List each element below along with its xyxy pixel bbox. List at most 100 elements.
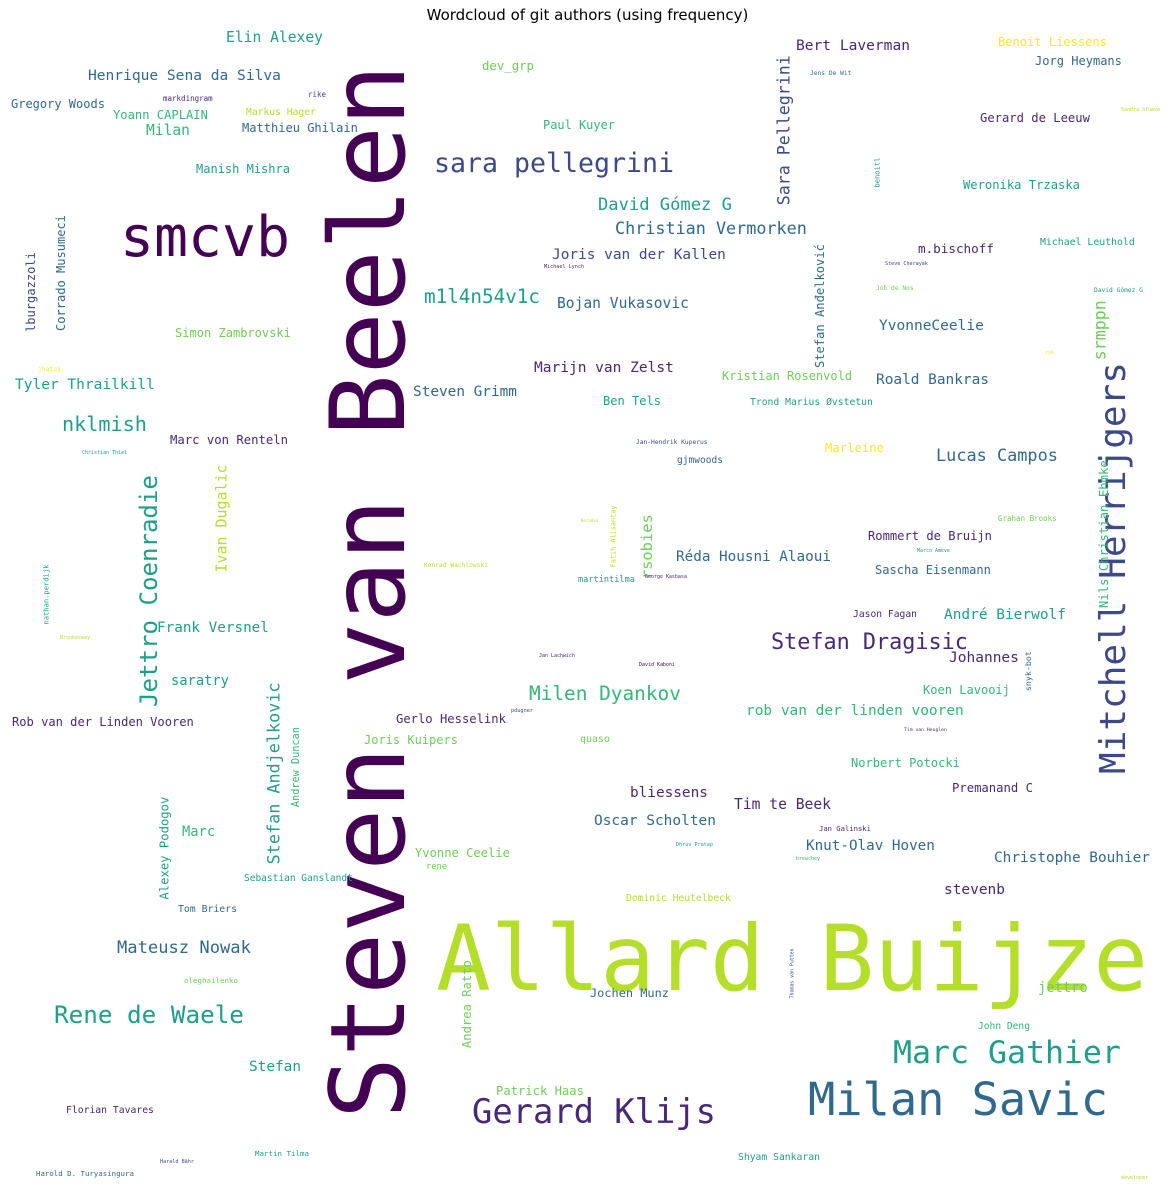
author-harold-d-turyasingura: Harold D. Turyasingura (36, 1168, 134, 1178)
author-sascha-eisenmann: Sascha Eisenmann (875, 563, 991, 578)
author-gerlo-hesselink: Gerlo Hesselink (396, 711, 506, 726)
author-joris-kuipers: Joris Kuipers (364, 732, 458, 747)
author-gjmwoods: gjmwoods (677, 454, 723, 466)
author-christian-thiel: Christian Thiel (82, 449, 128, 456)
author-rob-van-der-linden-vooren: rob van der linden vooren (746, 703, 964, 720)
author-ruk: ruk (1045, 349, 1055, 356)
author-bliessens: bliessens (630, 784, 708, 801)
author-ivan-dugalic: Ivan Dugalic (212, 464, 231, 572)
author-jan-galinski: Jan Galinski (819, 823, 871, 833)
author-weronika-trzaska: Weronika Trzaska (963, 177, 1080, 192)
author-trond-marius-vstetun: Trond Marius Øvstetun (750, 397, 873, 409)
author-jason-fagan: Jason Fagan (853, 609, 917, 621)
author-oleghailenko: oleghailenko (184, 975, 238, 985)
author-steve-cherayak: Steve Cherayak (885, 260, 928, 267)
author-premanand-c: Premanand C (952, 780, 1033, 795)
author-henrique-sena-da-silva: Henrique Sena da Silva (88, 67, 281, 85)
author-marco-ameve: Marco Ameve (917, 547, 950, 554)
author-gerard-de-leeuw: Gerard de Leeuw (980, 110, 1090, 125)
author-rommert-de-bruijn: Rommert de Bruijn (868, 528, 992, 543)
author-jochen-munz: Jochen Munz (590, 985, 669, 1000)
author-matthieu-ghilain: Matthieu Ghilain (242, 121, 358, 136)
author-jan-hendrik-kuperus: Jan-Hendrik Kuperus (636, 439, 708, 447)
author-jettro-coenradie: Jettro Coenradie (134, 475, 163, 707)
author-dominic-heutelbeck: Dominic Heutelbeck (626, 892, 731, 904)
author-dhruv-pratap: Dhruv Pratap (676, 841, 713, 848)
author-marc-von-renteln: Marc von Renteln (170, 432, 289, 447)
author-simon-zambrovski: Simon Zambrovski (175, 326, 291, 341)
author-nathan-perdijk: nathan.perdijk (40, 565, 50, 625)
author-andrew-duncan: Andrew Duncan (290, 727, 302, 807)
author-koen-lavooij: Koen Lavooij (923, 682, 1010, 697)
author-stefan-andjelkovic: Stefan Andjelkovic (263, 682, 284, 864)
author-steven-grimm: Steven Grimm (413, 383, 517, 400)
author-allard-buijze: Allard Buijze (436, 907, 1148, 1013)
author-roald-bankras: Roald Bankras (876, 371, 989, 388)
author-florian-tavares: Florian Tavares (66, 1105, 154, 1117)
author-manish-mishra: Manish Mishra (196, 162, 290, 177)
author-frank-versnel: Frank Versnel (157, 620, 269, 637)
author-david-gomez-g: David Gómez G (1094, 287, 1143, 295)
author-tim-van-heuglen: Tim van Heuglen (904, 727, 947, 733)
author-shyam-sankaran: Shyam Sankaran (738, 1152, 820, 1164)
author-brewchey: brewchey (796, 855, 820, 862)
author-steven-van-beelen: Steven van Beelen (308, 63, 429, 1119)
author-jhatz1: jhatz1 (38, 364, 61, 373)
author-david-gomez-g: David Gómez G (598, 194, 732, 215)
author-stefan-an-elkovic: Stefan Anđelković (812, 244, 827, 368)
author-saratry: saratry (171, 672, 229, 689)
author-benoit-liessens: Benoit Liessens (998, 34, 1107, 49)
author-smcvb: smcvb (120, 204, 290, 270)
author-jettro: jettro (1038, 979, 1088, 996)
author-reda-housni-alaoui: Réda Housni Alaoui (676, 548, 831, 565)
author-gregory-woods: Gregory Woods (11, 96, 105, 111)
author-jens-de-wit: Jens De Wit (810, 70, 852, 78)
author-rene-de-waele: Rene de Waele (54, 999, 244, 1029)
author-sara-pellegrini: sara pellegrini (434, 147, 675, 179)
author-andrea-ratto: Andrea Ratto (459, 960, 474, 1048)
author-markdingram: markdingram (163, 94, 213, 104)
author-marijn-van-zelst: Marijn van Zelst (534, 359, 674, 376)
author-alexey-podogov: Alexey Podogov (157, 797, 172, 900)
author-sebastian-ganslandt: Sebastian Ganslandt (244, 873, 353, 885)
author-nklmish: nklmish (62, 412, 147, 437)
author-corrado-musumeci: Corrado Musumeci (53, 215, 68, 331)
author-grahan-brooks: Grahan Brooks (998, 514, 1057, 524)
author-marleine: Marleine (825, 440, 885, 455)
author-tyler-thrailkill: Tyler Thrailkill (15, 377, 155, 394)
author-michael-lynch: Michael Lynch (544, 263, 584, 270)
author-markus-hager: Markus Hager (246, 106, 316, 118)
author-gerard-klijs: Gerard Klijs (472, 1092, 716, 1132)
author-lburgazzoli: lburgazzoli (23, 251, 38, 332)
author-rsobies: rsobies (637, 514, 656, 579)
author-stevenb: stevenb (944, 881, 1005, 898)
author-yvonne-ceelie: Yvonne Ceelie (415, 845, 510, 860)
author-ben-tels: Ben Tels (603, 393, 661, 408)
author-martintilma: martintilma (578, 574, 635, 585)
author-job-de-nos: Job de Nos (876, 285, 914, 293)
author-lucas-campos: Lucas Campos (936, 444, 1058, 465)
author-patrick-haas: Patrick Haas (496, 1083, 584, 1098)
author-tom-briers: Tom Briers (178, 904, 237, 916)
author-elin-alexey: Elin Alexey (226, 29, 323, 47)
author-snyk-bot: snyk-bot (1022, 651, 1033, 691)
author-christian-vermorken: Christian Vermorken (615, 217, 807, 238)
author-knut-olav-hoven: Knut-Olav Hoven (806, 838, 935, 855)
author-marc: Marc (182, 823, 216, 840)
author-benoitl: benoitl (872, 158, 882, 188)
author-m1l4n54v1c: m1l4n54v1c (424, 285, 540, 309)
author-yvonneceelie: YvonneCeelie (879, 318, 984, 335)
author-bert-laverman: Bert Laverman (796, 36, 910, 54)
author-joris-van-der-kallen: Joris van der Kallen (552, 246, 726, 263)
author-mateusz-nowak: Mateusz Nowak (117, 937, 251, 958)
author-rike: rike (308, 90, 327, 100)
author-jan-lachwich: Jan Lachwich (539, 652, 575, 659)
author-john-deng: John Deng (978, 1021, 1030, 1033)
author-nils-christian-ehmke: Nils Christian Ehmke (1096, 460, 1111, 608)
author-johannes: Johannes (949, 649, 1019, 666)
author-stefan: Stefan (249, 1059, 301, 1076)
author-rene: rene (426, 862, 448, 873)
author-brookesway: Brookesway (60, 634, 91, 641)
chart-title: Wordcloud of git authors (using frequenc… (426, 6, 749, 24)
